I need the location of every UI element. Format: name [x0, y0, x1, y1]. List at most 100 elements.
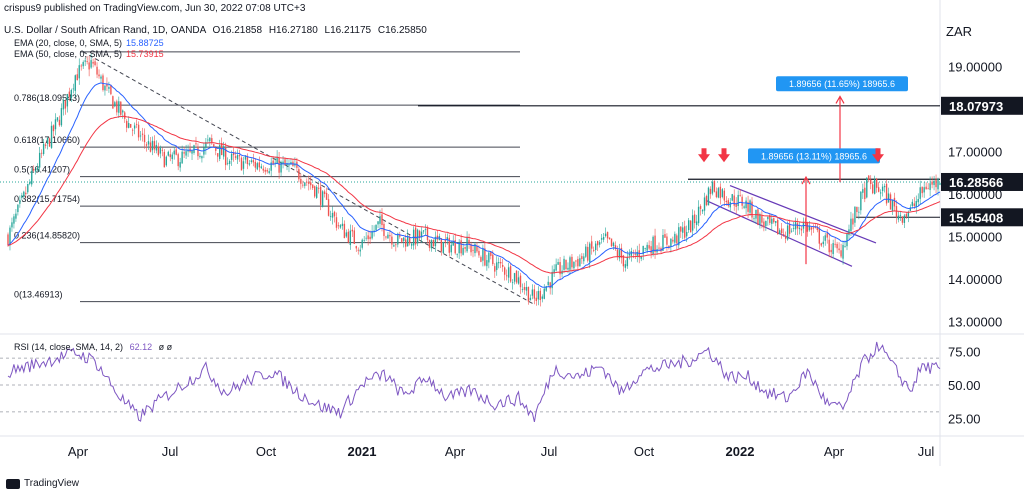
- candle: [373, 225, 375, 237]
- candle: [480, 255, 482, 263]
- candle: [743, 204, 745, 210]
- candle-body: [369, 236, 371, 240]
- candle-body: [767, 217, 769, 220]
- candle-body: [551, 271, 553, 289]
- price-tick-label: 17.00000: [948, 145, 1002, 160]
- candle-body: [666, 236, 668, 245]
- candle-body: [498, 262, 500, 264]
- candle: [525, 280, 528, 296]
- candle: [381, 208, 383, 232]
- rsi-legend[interactable]: RSI (14, close, SMA, 14, 2) 62.12 ø ø: [14, 342, 172, 352]
- candle-body: [636, 251, 638, 256]
- candle: [90, 53, 92, 69]
- candle-body: [832, 243, 834, 255]
- candle-body: [272, 160, 274, 165]
- candle-body: [931, 181, 933, 185]
- candle-body: [62, 100, 65, 110]
- candle: [62, 97, 65, 116]
- candle-body: [709, 188, 712, 195]
- candle: [662, 228, 664, 252]
- candle-body: [500, 262, 502, 264]
- candle: [68, 87, 71, 102]
- candle: [596, 240, 599, 251]
- candle: [137, 121, 140, 141]
- candle-body: [120, 101, 122, 115]
- ema50-legend[interactable]: EMA (50, close, 0, SMA, 5) 15.73915: [14, 49, 164, 59]
- candle: [519, 272, 522, 294]
- candle-body: [84, 60, 86, 62]
- candle-body: [519, 275, 522, 288]
- candle-body: [373, 230, 375, 232]
- candle: [490, 251, 492, 260]
- footer-text: TradingView: [24, 478, 80, 489]
- candle-body: [339, 225, 342, 228]
- candle-body: [110, 84, 112, 95]
- candle-body: [850, 218, 852, 232]
- candle: [889, 192, 892, 210]
- candle-body: [385, 236, 387, 238]
- candle-body: [193, 145, 195, 153]
- time-tick-label: Jul: [541, 444, 558, 459]
- candle: [883, 183, 886, 193]
- candle: [286, 158, 288, 171]
- candle: [939, 182, 941, 186]
- candle-body: [351, 229, 353, 232]
- candle: [503, 266, 506, 281]
- candle-body: [715, 191, 718, 198]
- candle-body: [440, 238, 443, 252]
- candle-body: [236, 155, 239, 160]
- candle-body: [747, 202, 749, 212]
- candle-body: [228, 160, 231, 164]
- candle-body: [175, 149, 177, 155]
- candle: [511, 279, 514, 290]
- candle-body: [44, 144, 47, 146]
- candle: [650, 240, 652, 259]
- peak-marker-3: [872, 148, 884, 163]
- candle: [122, 109, 124, 119]
- fib-level-label: 0.5(16.41207): [14, 165, 70, 175]
- candle-body: [456, 253, 458, 255]
- candle-body: [126, 120, 128, 128]
- candle-body: [187, 150, 189, 152]
- candle-body: [569, 257, 571, 270]
- candle: [717, 186, 720, 199]
- candle-body: [129, 123, 132, 128]
- ema20-legend[interactable]: EMA (20, close, 0, SMA, 5) 15.88725: [14, 38, 164, 48]
- candle-body: [395, 244, 397, 246]
- candle-body: [913, 203, 915, 206]
- candle: [288, 159, 290, 173]
- candle: [931, 176, 933, 189]
- candle-body: [9, 227, 11, 246]
- candle: [60, 103, 63, 127]
- candle-body: [593, 249, 595, 251]
- candle-body: [678, 227, 680, 246]
- candle-body: [432, 239, 435, 247]
- candle: [440, 237, 443, 256]
- candle-body: [549, 282, 551, 289]
- candle: [242, 156, 245, 175]
- candle: [917, 193, 919, 206]
- candle: [875, 177, 878, 193]
- candle: [561, 265, 563, 278]
- candle-body: [640, 256, 642, 259]
- candle: [35, 167, 37, 175]
- candle: [842, 240, 844, 265]
- candle: [236, 149, 239, 164]
- candle-body: [64, 100, 67, 109]
- candle-body: [794, 221, 797, 230]
- candle-body: [207, 139, 209, 141]
- candle: [513, 272, 516, 285]
- peak-marker-stem: [721, 148, 727, 156]
- candle-body: [50, 125, 53, 148]
- candle-body: [824, 235, 826, 241]
- ohlc-close: C16.25850: [377, 25, 427, 36]
- candle-body: [808, 226, 811, 231]
- peak-marker-head: [718, 154, 730, 163]
- candle: [608, 237, 611, 240]
- candle-body: [60, 108, 63, 126]
- candle: [598, 239, 601, 248]
- candle-body: [777, 219, 779, 235]
- tradingview-footer[interactable]: TradingView: [6, 478, 79, 489]
- candle-body: [779, 230, 781, 235]
